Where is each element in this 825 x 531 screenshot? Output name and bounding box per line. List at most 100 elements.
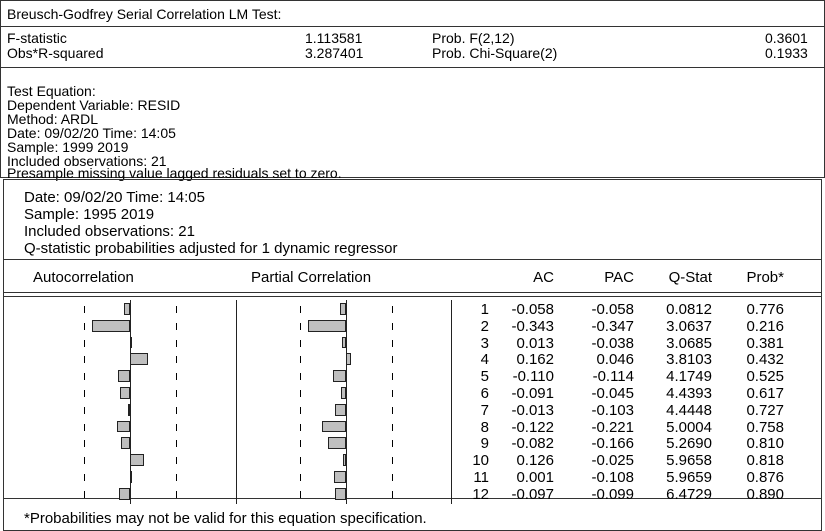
bg-row-prob-label: Prob. F(2,12) bbox=[432, 30, 515, 46]
graph-separator-line bbox=[451, 300, 452, 504]
lag-cell: 10 bbox=[472, 452, 489, 470]
confidence-band-mark bbox=[84, 474, 85, 481]
prob-cell: 0.818 bbox=[746, 452, 784, 470]
confidence-band-mark bbox=[300, 440, 301, 448]
confidence-band-mark bbox=[176, 322, 177, 330]
confidence-band-mark bbox=[176, 339, 177, 347]
qstat-cell: 4.4393 bbox=[666, 385, 712, 402]
ac-cell: -0.097 bbox=[511, 485, 554, 503]
correlogram-info-line: Q-statistic probabilities adjusted for 1… bbox=[24, 240, 398, 257]
qstat-cell: 4.4448 bbox=[666, 401, 712, 419]
qstat-cell: 5.0004 bbox=[666, 418, 712, 436]
pac-bar bbox=[343, 454, 346, 466]
prob-cell: 0.810 bbox=[746, 435, 784, 453]
lag-cell: 8 bbox=[480, 418, 489, 436]
confidence-band-mark bbox=[84, 390, 85, 397]
equation-line: Included observations: 21 bbox=[7, 153, 167, 169]
confidence-band-mark bbox=[176, 440, 177, 448]
confidence-band-mark bbox=[392, 457, 393, 465]
pac-bar bbox=[307, 319, 346, 332]
footer-divider bbox=[4, 498, 821, 499]
pac-cell: -0.025 bbox=[591, 452, 634, 470]
bg-title-divider bbox=[1, 26, 824, 27]
lag-cell: 2 bbox=[480, 317, 489, 335]
confidence-band-mark bbox=[300, 306, 301, 313]
confidence-band-mark bbox=[176, 490, 177, 498]
header-top-divider bbox=[4, 259, 821, 260]
qstat-cell: 5.9659 bbox=[666, 469, 712, 486]
equation-line: Presample missing value lagged residuals… bbox=[7, 165, 342, 181]
confidence-band-mark bbox=[300, 356, 301, 364]
header-bottom-divider bbox=[4, 292, 821, 293]
pac-bar bbox=[334, 403, 346, 416]
equation-line: Date: 09/02/20 Time: 14:05 bbox=[7, 125, 176, 141]
pac-cell: -0.045 bbox=[591, 385, 634, 402]
pac-bar bbox=[341, 336, 346, 349]
confidence-band-mark bbox=[300, 457, 301, 465]
ac-bar bbox=[123, 303, 130, 315]
confidence-band-mark bbox=[176, 373, 177, 381]
confidence-band-mark bbox=[392, 390, 393, 397]
ac-bar bbox=[117, 370, 130, 382]
qstat-cell: 3.8103 bbox=[666, 351, 712, 369]
header-prob: Prob* bbox=[746, 269, 784, 286]
pac-bar bbox=[321, 420, 346, 433]
ac-cell: -0.122 bbox=[511, 418, 554, 436]
confidence-band-mark bbox=[84, 306, 85, 313]
ac-bar bbox=[130, 336, 132, 349]
lag-cell: 4 bbox=[480, 351, 489, 369]
correlogram-info-line: Sample: 1995 2019 bbox=[24, 206, 155, 223]
confidence-band-mark bbox=[392, 440, 393, 448]
bg-row-value: 1.113581 bbox=[305, 30, 363, 46]
graph-separator-line bbox=[236, 300, 237, 504]
confidence-band-mark bbox=[392, 339, 393, 347]
ac-cell: 0.162 bbox=[516, 351, 554, 369]
confidence-band-mark bbox=[84, 322, 85, 330]
pac-cell: 0.046 bbox=[596, 351, 634, 369]
qstat-cell: 0.0812 bbox=[666, 301, 712, 318]
pac-bar bbox=[335, 487, 346, 500]
lag-cell: 1 bbox=[480, 301, 489, 318]
equation-line: Dependent Variable: RESID bbox=[7, 97, 181, 113]
ac-bar bbox=[119, 487, 130, 500]
correlogram-info-line: Date: 09/02/20 Time: 14:05 bbox=[24, 189, 205, 206]
confidence-band-mark bbox=[176, 423, 177, 431]
header-qstat: Q-Stat bbox=[668, 269, 712, 286]
confidence-band-mark bbox=[392, 490, 393, 498]
pac-cell: -0.108 bbox=[591, 469, 634, 486]
bg-row-label: F-statistic bbox=[7, 30, 67, 46]
pac-cell: -0.221 bbox=[591, 418, 634, 436]
ac-cell: -0.058 bbox=[511, 301, 554, 318]
ac-bar bbox=[130, 471, 132, 483]
confidence-band-mark bbox=[392, 306, 393, 313]
bg-stats-divider bbox=[1, 67, 824, 68]
correlogram-info-line: Included observations: 21 bbox=[24, 223, 195, 240]
confidence-band-mark bbox=[176, 356, 177, 364]
confidence-band-mark bbox=[84, 457, 85, 465]
equation-line: Test Equation: bbox=[7, 83, 96, 99]
confidence-band-mark bbox=[176, 390, 177, 397]
lag-cell: 7 bbox=[480, 401, 489, 419]
ac-cell: -0.343 bbox=[511, 317, 554, 335]
confidence-band-mark bbox=[300, 339, 301, 347]
lag-cell: 3 bbox=[480, 334, 489, 352]
ac-axis-line bbox=[130, 300, 131, 504]
bg-row-value: 3.287401 bbox=[305, 45, 364, 61]
confidence-band-mark bbox=[300, 423, 301, 431]
header-ac: AC bbox=[533, 269, 554, 286]
pac-bar bbox=[346, 353, 352, 366]
equation-line: Sample: 1999 2019 bbox=[7, 139, 129, 155]
pac-cell: -0.038 bbox=[591, 334, 634, 352]
header-partial-correlation: Partial Correlation bbox=[251, 269, 372, 286]
ac-cell: -0.013 bbox=[511, 401, 554, 419]
lag-cell: 9 bbox=[480, 435, 489, 453]
confidence-band-mark bbox=[84, 440, 85, 448]
lag-cell: 12 bbox=[472, 485, 489, 503]
qstat-cell: 3.0685 bbox=[666, 334, 712, 352]
ac-bar bbox=[130, 454, 144, 466]
confidence-band-mark bbox=[84, 490, 85, 498]
pac-cell: -0.114 bbox=[592, 368, 634, 386]
confidence-band-mark bbox=[300, 373, 301, 381]
confidence-band-mark bbox=[392, 423, 393, 431]
ac-bar bbox=[92, 319, 130, 332]
